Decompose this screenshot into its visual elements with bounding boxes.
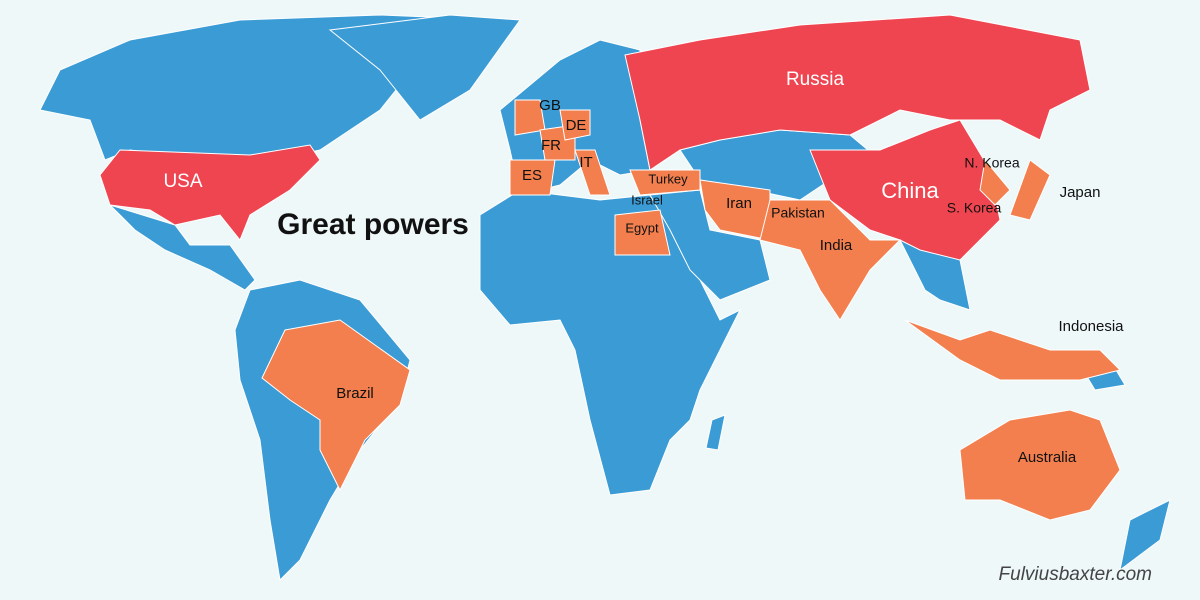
country-label: IT [579,154,592,171]
country-label: India [820,237,853,254]
italy [574,149,611,196]
arabia [649,189,771,301]
india-pakistan [759,199,902,321]
country-label: Russia [786,69,845,90]
central-america [109,204,256,291]
country-label: Iran [726,195,752,212]
labels: Russia USA China GB DE FR IT ES Turkey I… [163,69,1124,466]
map-title: Great powers [277,208,469,241]
spain [509,159,556,196]
greenland [328,14,521,121]
china [809,119,1001,261]
madagascar [705,414,726,451]
japan [1009,159,1051,221]
korea [979,158,1011,206]
country-label: Pakistan [771,205,825,221]
country-label: DE [566,117,587,134]
country-label: ES [522,167,542,184]
germany [559,109,591,141]
regional-powers [261,99,1121,521]
credit: Fulviusbaxter.com [999,564,1152,585]
australia [959,409,1121,521]
egypt [614,209,671,256]
iran [699,179,771,241]
usa [99,144,321,241]
country-label: Israel [631,192,663,207]
indonesia [904,319,1121,381]
country-label: China [881,178,939,203]
africa [479,189,742,496]
new-zealand [1119,499,1171,572]
country-label: S. Korea [947,200,1002,216]
country-label: Egypt [625,220,659,235]
country-label: Turkey [648,171,688,186]
country-label: Australia [1018,449,1077,466]
brazil [261,319,411,492]
country-label: Indonesia [1058,318,1124,335]
country-label: USA [163,171,202,192]
great-powers [99,14,1091,261]
country-label: FR [541,137,561,154]
country-label: N. Korea [964,155,1019,171]
country-label: Brazil [336,385,374,402]
country-label: GB [539,97,561,114]
turkey [629,169,701,196]
country-label: Japan [1060,184,1101,201]
russia [624,14,1091,171]
